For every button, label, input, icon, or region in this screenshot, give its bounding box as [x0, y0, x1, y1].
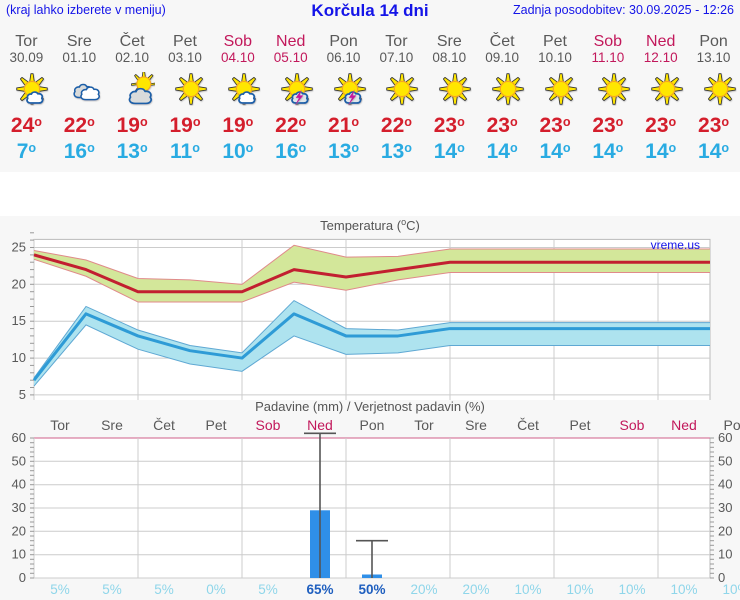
svg-text:50: 50	[718, 453, 732, 468]
svg-text:Sre: Sre	[465, 417, 487, 433]
svg-text:Čet: Čet	[517, 417, 539, 433]
svg-text:5%: 5%	[50, 582, 70, 597]
svg-text:10: 10	[12, 547, 26, 562]
svg-text:15: 15	[12, 313, 26, 328]
svg-text:Ned: Ned	[671, 417, 697, 433]
svg-text:30: 30	[718, 500, 732, 515]
svg-text:40: 40	[12, 477, 26, 492]
svg-text:5%: 5%	[258, 582, 278, 597]
svg-text:10: 10	[12, 350, 26, 365]
svg-text:5%: 5%	[102, 582, 122, 597]
svg-text:10: 10	[718, 547, 732, 562]
svg-text:10%: 10%	[514, 582, 541, 597]
svg-text:10%: 10%	[722, 582, 740, 597]
svg-text:25: 25	[12, 240, 26, 255]
svg-text:Padavine (mm) / Verjetnost pad: Padavine (mm) / Verjetnost padavin (%)	[255, 400, 485, 414]
svg-text:Sob: Sob	[620, 417, 645, 433]
svg-text:Tor: Tor	[414, 417, 434, 433]
svg-text:65%: 65%	[306, 582, 333, 597]
svg-text:Čet: Čet	[153, 417, 175, 433]
svg-text:20%: 20%	[462, 582, 489, 597]
svg-text:20%: 20%	[410, 582, 437, 597]
svg-text:5%: 5%	[154, 582, 174, 597]
svg-text:Sre: Sre	[101, 417, 123, 433]
svg-text:50: 50	[12, 453, 26, 468]
svg-text:50%: 50%	[358, 582, 385, 597]
svg-text:10%: 10%	[566, 582, 593, 597]
svg-text:60: 60	[12, 430, 26, 445]
svg-text:Pon: Pon	[360, 417, 385, 433]
svg-text:Sob: Sob	[256, 417, 281, 433]
svg-text:40: 40	[718, 477, 732, 492]
svg-text:vreme.us: vreme.us	[651, 238, 700, 252]
svg-text:10%: 10%	[618, 582, 645, 597]
svg-text:30: 30	[12, 500, 26, 515]
svg-text:0: 0	[19, 570, 26, 585]
svg-text:20: 20	[12, 276, 26, 291]
svg-text:0%: 0%	[206, 582, 226, 597]
svg-text:Tor: Tor	[50, 417, 70, 433]
svg-text:20: 20	[718, 523, 732, 538]
svg-text:10%: 10%	[670, 582, 697, 597]
svg-text:Pet: Pet	[205, 417, 226, 433]
svg-text:Pet: Pet	[569, 417, 590, 433]
svg-text:Ned: Ned	[307, 417, 333, 433]
svg-text:Pon: Pon	[724, 417, 740, 433]
svg-text:20: 20	[12, 523, 26, 538]
svg-text:5: 5	[19, 387, 26, 400]
